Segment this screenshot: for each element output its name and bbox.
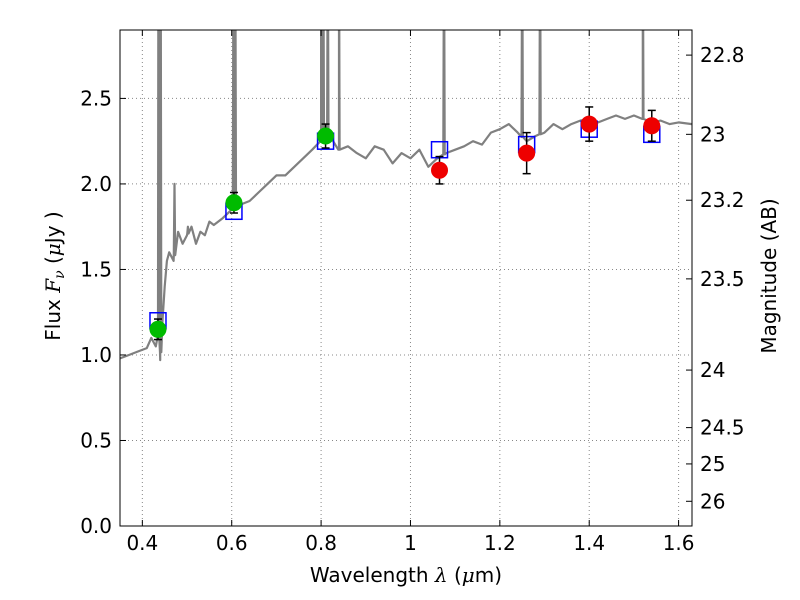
x-axis-symbol: λ	[434, 563, 448, 587]
y-tick-label: 1.0	[80, 343, 112, 367]
x-tick-label: 0.4	[126, 531, 158, 555]
red-data-point	[643, 117, 661, 135]
y-tick-label: 2.0	[80, 172, 112, 196]
y2-tick-label: 25	[700, 452, 725, 476]
y2-tick-label: 23	[700, 122, 725, 146]
y-axis-label: Flux Fν (μJy )	[41, 211, 68, 340]
x-tick-label: 1.4	[573, 531, 605, 555]
x-tick-label: 0.6	[216, 531, 248, 555]
marker-layer	[149, 106, 661, 341]
y-tick-label: 0.5	[80, 428, 112, 452]
y-tick-label: 2.5	[80, 86, 112, 110]
x-axis-label: Wavelength λ (μm)	[310, 563, 502, 587]
tick-layer: 0.4 0.6 0.8 1 1.2 1.4 1.6 0.0 0.5 1.0 1.5 2.0 2.5 22.…	[80, 30, 745, 555]
y2-tick-label: 24	[700, 358, 725, 382]
green-data-point	[225, 194, 243, 212]
spectrum-layer	[120, 30, 692, 362]
red-data-point	[580, 115, 598, 133]
y2-tick-label: 26	[700, 489, 725, 513]
red-data-point	[518, 144, 536, 162]
y2-tick-label: 24.5	[700, 416, 745, 440]
y-tick-label: 0.0	[80, 514, 112, 538]
x-tick-label: 0.8	[305, 531, 337, 555]
red-data-point	[431, 161, 449, 179]
y2-tick-label: 23.2	[700, 188, 745, 212]
green-data-point	[149, 320, 167, 338]
y2-axis-label: Magnitude (AB)	[757, 198, 781, 353]
spectrum-line	[120, 30, 692, 362]
y-tick-label: 1.5	[80, 257, 112, 281]
plot-frame	[119, 29, 693, 527]
x-tick-label: 1.2	[484, 531, 516, 555]
y2-tick-label: 23.5	[700, 267, 745, 291]
x-tick-label: 1	[404, 531, 417, 555]
grid	[120, 30, 692, 527]
y2-tick-label: 22.8	[700, 43, 745, 67]
x-tick-label: 1.6	[663, 531, 695, 555]
green-data-point	[317, 127, 335, 145]
